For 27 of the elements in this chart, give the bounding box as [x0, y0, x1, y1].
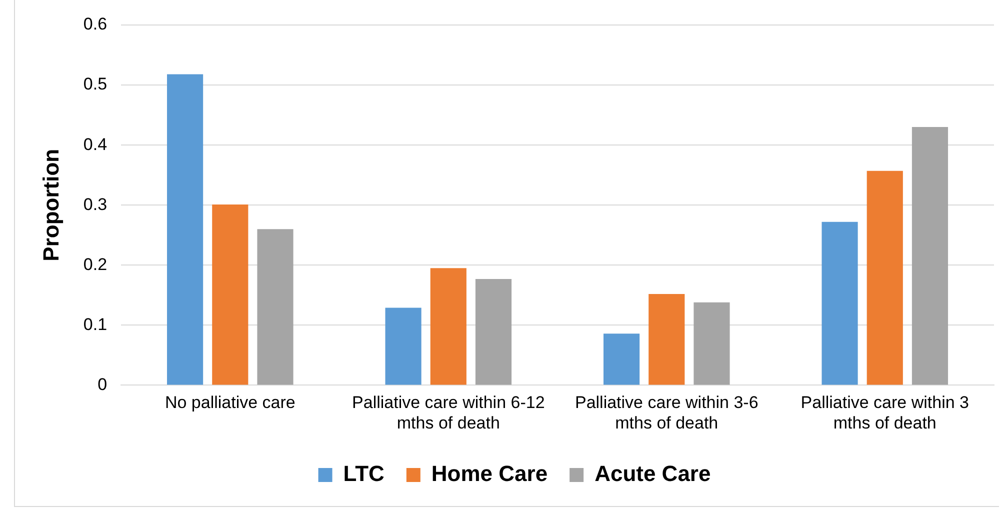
legend-label: LTC — [343, 461, 385, 486]
bar — [430, 268, 466, 385]
bar — [822, 222, 858, 385]
bar — [912, 127, 948, 385]
bar — [866, 170, 903, 385]
x-tick-label: Palliative care within 3 mths of death — [800, 393, 969, 432]
y-tick-label: 0.2 — [83, 254, 108, 274]
bar — [167, 74, 204, 385]
y-tick-label: 0.3 — [83, 194, 108, 214]
x-tick-label: No palliative care — [164, 393, 296, 412]
y-tick-label: 0.1 — [83, 314, 108, 334]
y-tick-label: 0.4 — [83, 134, 108, 154]
bar — [694, 302, 730, 385]
y-tick-label: 0.5 — [83, 74, 108, 94]
x-tick-label: Palliative care within 6-12 mths of death — [352, 393, 545, 432]
bar — [257, 229, 294, 385]
legend-label: Home Care — [431, 461, 548, 486]
y-axis-title: Proportion — [38, 148, 64, 262]
bar — [385, 308, 422, 385]
y-tick-label: 0 — [98, 374, 108, 394]
bar — [475, 278, 512, 385]
bar — [648, 294, 685, 385]
legend-label: Acute Care — [594, 461, 711, 486]
y-tick-label: 0.6 — [83, 14, 108, 34]
x-tick-label: Palliative care within 3-6 mths of death — [574, 393, 758, 432]
bar — [603, 334, 640, 385]
bar — [212, 204, 248, 385]
